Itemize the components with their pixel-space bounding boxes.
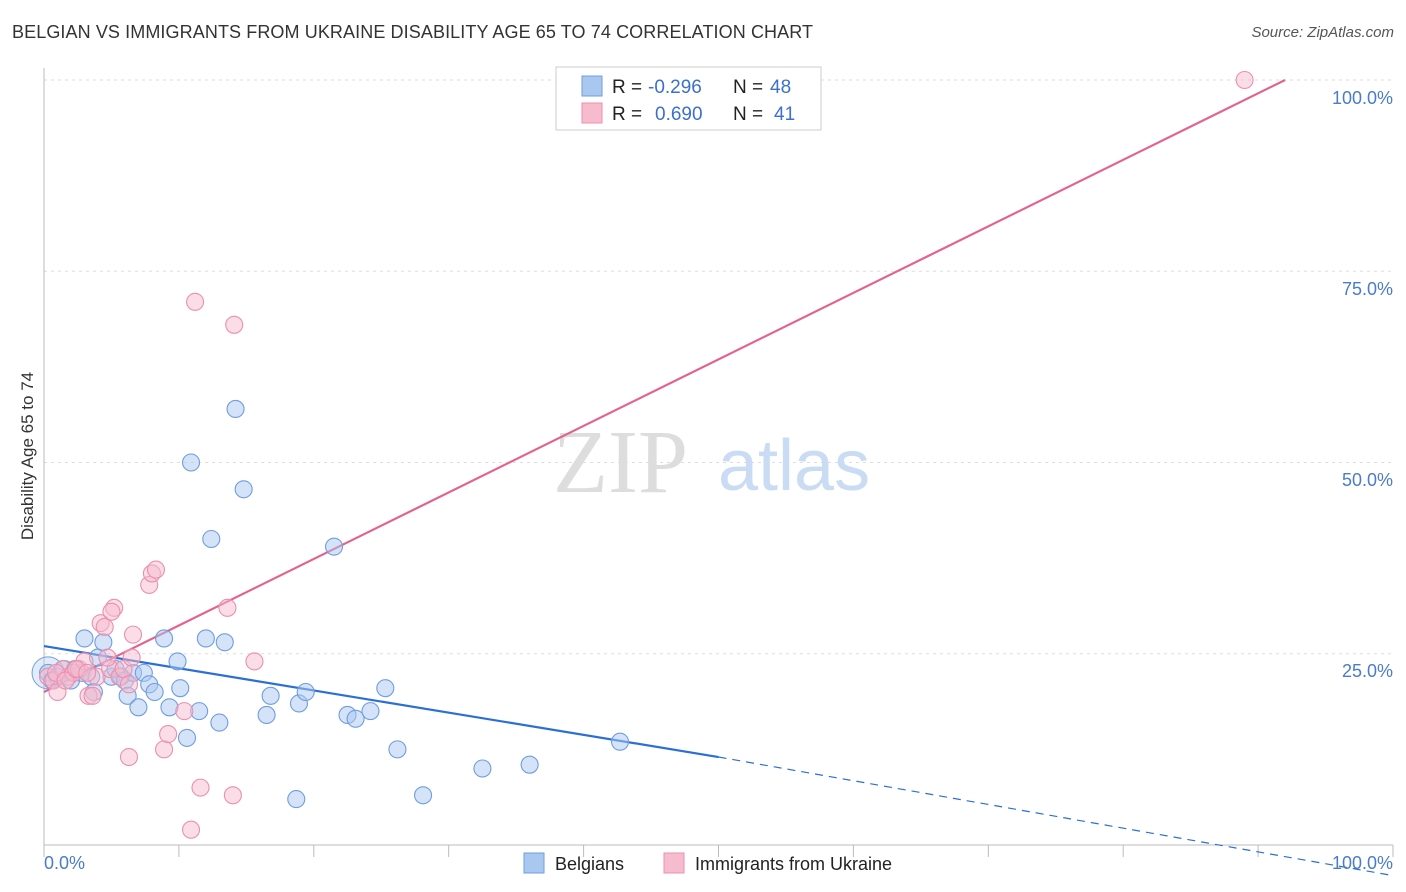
bottom-legend-swatch-ukraine	[663, 852, 685, 874]
point-belgians-49	[610, 732, 630, 751]
point-belgians-33	[226, 399, 245, 419]
point-ukraine-24	[146, 560, 166, 579]
bottom-legend: Belgians Immigrants from Ukraine	[523, 852, 892, 874]
legend-n-value-ukraine: 41	[774, 104, 795, 125]
bottom-legend-swatch-belgians	[523, 852, 545, 874]
y-tick-label-75: 75.0%	[1342, 279, 1393, 299]
legend-swatch-ukraine	[581, 102, 603, 124]
point-belgians-11	[94, 633, 113, 652]
point-ukraine-39	[98, 648, 117, 667]
bottom-legend-label-ukraine: Immigrants from Ukraine	[695, 854, 892, 874]
point-belgians-31	[210, 713, 229, 732]
watermark-atlas: atlas	[718, 426, 870, 506]
points-layer	[31, 70, 1254, 839]
y-axis-label: Disability Age 65 to 74	[18, 372, 37, 540]
x-tick-labels: 0.0% 100.0%	[44, 853, 1393, 873]
point-ukraine-35	[1235, 70, 1254, 90]
stats-legend: R = -0.296 N = 48 R = 0.690 N = 41	[555, 66, 822, 131]
point-belgians-34	[234, 480, 253, 499]
point-ukraine-18	[119, 675, 139, 694]
point-belgians-42	[346, 709, 365, 728]
point-ukraine-34	[245, 652, 264, 671]
point-belgians-44	[376, 679, 395, 698]
point-belgians-30	[202, 529, 221, 549]
point-belgians-7	[75, 629, 94, 648]
point-belgians-46	[414, 786, 433, 805]
point-ukraine-32	[225, 315, 244, 334]
point-ukraine-40	[78, 663, 97, 682]
point-belgians-27	[181, 453, 201, 472]
point-belgians-24	[168, 652, 187, 671]
point-belgians-29	[196, 629, 215, 648]
legend-r-value-belgians: -0.296	[648, 77, 702, 98]
trend-layer	[43, 79, 1394, 877]
point-belgians-47	[473, 759, 492, 778]
legend-swatch-belgians	[581, 75, 603, 97]
point-ukraine-30	[181, 820, 201, 839]
point-ukraine-31	[218, 598, 237, 617]
source-label: Source: ZipAtlas.com	[1251, 24, 1394, 41]
legend-r-label-ukraine: R =	[612, 104, 642, 125]
point-belgians-26	[177, 728, 197, 747]
point-belgians-43	[361, 702, 380, 721]
point-belgians-37	[287, 790, 306, 809]
point-ukraine-9	[83, 686, 102, 705]
trend-line-ukraine	[43, 79, 1286, 693]
point-belgians-25	[171, 679, 190, 698]
y-tick-label-50: 50.0%	[1342, 470, 1393, 490]
legend-r-label-belgians: R =	[612, 77, 642, 98]
point-belgians-23	[160, 698, 179, 717]
point-belgians-35	[257, 705, 276, 725]
axes-layer	[43, 68, 1394, 857]
point-belgians-32	[215, 633, 234, 652]
point-ukraine-29	[191, 778, 210, 797]
point-ukraine-12	[95, 617, 114, 637]
legend-n-label-belgians: N =	[733, 77, 763, 98]
trend-line-belgians	[43, 645, 719, 759]
y-tick-labels: 100.0% 75.0% 50.0% 25.0%	[1332, 88, 1393, 681]
legend-n-label-ukraine: N =	[733, 104, 763, 125]
legend-n-value-belgians: 48	[770, 77, 791, 98]
point-ukraine-20	[123, 625, 143, 644]
bottom-legend-label-belgians: Belgians	[555, 854, 624, 874]
point-belgians-22	[155, 629, 174, 648]
point-ukraine-33	[223, 786, 242, 805]
point-belgians-45	[388, 740, 407, 759]
point-ukraine-21	[119, 747, 139, 767]
grid-layer	[44, 79, 1393, 655]
point-ukraine-27	[175, 702, 194, 721]
point-belgians-48	[520, 755, 539, 774]
legend-r-value-ukraine: 0.690	[655, 104, 703, 125]
point-ukraine-15	[102, 602, 121, 621]
x-tick-label-0: 0.0%	[44, 853, 85, 873]
trend-line-belgians-extension	[718, 756, 1394, 877]
chart-title: BELGIAN VS IMMIGRANTS FROM UKRAINE DISAB…	[12, 22, 814, 42]
point-ukraine-19	[122, 648, 141, 667]
x-tick-label-100: 100.0%	[1332, 853, 1393, 873]
point-belgians-39	[296, 682, 315, 702]
point-belgians-36	[261, 686, 280, 705]
y-tick-label-100: 100.0%	[1332, 88, 1393, 108]
y-tick-label-25: 25.0%	[1342, 661, 1393, 681]
point-belgians-40	[324, 537, 344, 556]
point-ukraine-26	[159, 725, 178, 744]
point-ukraine-25	[155, 740, 174, 759]
point-belgians-21	[145, 682, 164, 702]
point-ukraine-28	[186, 292, 205, 311]
point-ukraine-37	[56, 671, 75, 690]
watermark-zip: ZIP	[553, 413, 688, 512]
point-belgians-18	[129, 698, 148, 717]
